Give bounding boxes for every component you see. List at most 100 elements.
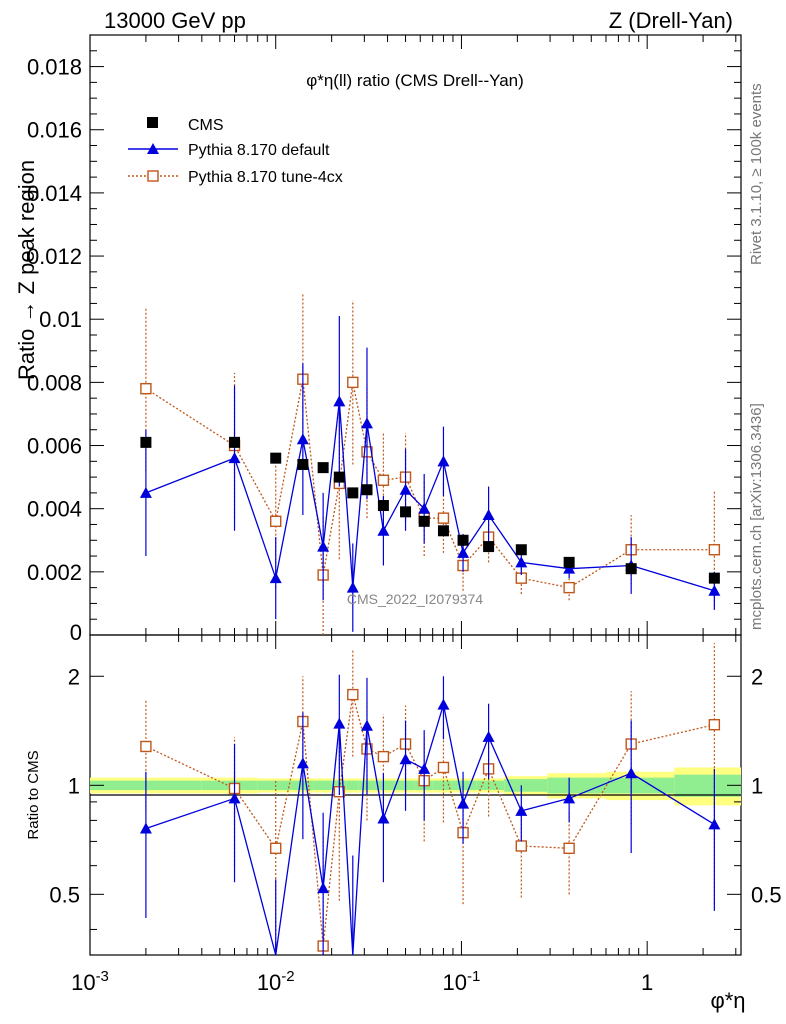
main-tune-marker <box>708 544 721 556</box>
main-cms-marker <box>361 484 373 496</box>
header-left: 13000 GeV pp <box>104 8 246 33</box>
ratio-default-marker <box>515 804 528 816</box>
ratio-y-tick-label-right: 1 <box>751 773 763 798</box>
main-tune-marker <box>347 376 359 389</box>
ratio-default-marker <box>437 698 450 710</box>
main-cms-marker <box>515 544 527 556</box>
main-default-marker <box>482 509 495 520</box>
band-inner-segment <box>674 774 741 797</box>
mc-uncertainty-band <box>90 767 741 806</box>
ratio-default-marker <box>377 812 390 824</box>
ratio-default-marker <box>139 822 152 834</box>
main-default-marker <box>333 395 346 407</box>
main-default-marker <box>457 546 470 558</box>
y-tick-label-zero: 0 <box>70 620 82 645</box>
legend-tune-label: Pythia 8.170 tune-4cx <box>188 169 343 186</box>
main-default-line <box>145 401 715 592</box>
main-default-marker <box>399 483 412 495</box>
main-cms-marker <box>437 525 449 537</box>
main-cms-marker <box>563 556 575 568</box>
ratio-default-marker <box>317 882 330 894</box>
ratio-default-marker <box>708 818 721 830</box>
band-inner-segment <box>504 779 548 792</box>
ratio-default-marker <box>228 792 241 804</box>
ratio-default-line <box>145 704 715 956</box>
ratio-default-marker <box>457 797 470 809</box>
main-cms-marker <box>483 541 495 553</box>
ratio-y-tick-label: 0.5 <box>49 882 80 907</box>
analysis-watermark: CMS_2022_I2079374 <box>347 591 483 607</box>
main-cms-marker <box>708 572 720 584</box>
band-inner-segment <box>346 780 359 791</box>
main-default-marker <box>139 486 152 498</box>
x-tick-label: 10-2 <box>257 968 295 995</box>
ratio-default-marker <box>563 792 576 804</box>
x-tick-label: 10-1 <box>443 968 481 995</box>
main-cms-marker <box>418 515 430 527</box>
legend-tune-marker <box>147 170 159 182</box>
ratio-tune-marker <box>708 719 721 731</box>
main-default-marker <box>437 455 450 467</box>
y-tick-label: 0.014 <box>27 181 82 206</box>
y-tick-label: 0.016 <box>27 118 82 143</box>
ratio-tune-marker <box>270 842 282 854</box>
ratio-default-marker <box>360 719 373 731</box>
main-default-marker <box>296 433 309 445</box>
main-default-marker <box>228 452 241 464</box>
header-right: Z (Drell-Yan) <box>609 8 733 33</box>
ratio-y-tick-label-right: 2 <box>751 664 763 689</box>
main-cms-marker <box>457 534 469 546</box>
main-cms-marker <box>625 563 637 575</box>
band-inner-segment <box>547 777 606 794</box>
main-default-marker <box>377 524 390 536</box>
main-cms-marker <box>400 506 412 518</box>
band-inner-segment <box>605 777 675 794</box>
main-tune-marker <box>270 515 282 528</box>
legend: CMS Pythia 8.170 default Pythia 8.170 tu… <box>128 117 343 186</box>
y-tick-label: 0.006 <box>27 434 82 459</box>
band-inner-segment <box>374 780 396 791</box>
ratio-tune-marker <box>515 840 527 852</box>
ratio-tune-marker <box>563 842 575 854</box>
main-default-marker <box>317 540 330 552</box>
plot-title: φ*η(ll) ratio (CMS Drell--Yan) <box>306 71 524 90</box>
data-marks <box>139 293 721 956</box>
y-tick-label: 0.004 <box>27 497 82 522</box>
main-tune-marker <box>377 474 390 486</box>
ratio-y-tick-label-right: 0.5 <box>751 882 782 907</box>
mcplots-text: mcplots.cern.ch [arXiv:1306.3436] <box>748 403 765 630</box>
legend-cms-marker <box>147 117 158 128</box>
ratio-default-marker <box>296 757 309 769</box>
ratio-y-tick-label: 1 <box>68 773 80 798</box>
main-default-marker <box>563 562 576 574</box>
main-default-marker <box>360 417 373 429</box>
legend-default-label: Pythia 8.170 default <box>188 142 330 159</box>
main-cms-marker <box>297 458 309 470</box>
band-inner-segment <box>290 780 314 791</box>
ratio-y-axis-label: Ratio to CMS <box>25 750 42 839</box>
main-default-marker <box>515 556 528 568</box>
ratio-tune-marker <box>377 750 390 763</box>
y-tick-label: 0.018 <box>27 55 82 80</box>
main-cms-marker <box>140 436 152 448</box>
main-cms-marker <box>333 471 345 483</box>
ratio-default-marker <box>482 730 495 742</box>
main-cms-marker <box>347 487 359 499</box>
y-tick-label: 0.008 <box>27 370 82 395</box>
main-tune-marker <box>437 512 450 524</box>
rivet-version-text: Rivet 3.1.10, ≥ 100k events <box>748 83 765 265</box>
main-default-marker <box>708 584 721 596</box>
main-default-marker <box>418 502 431 514</box>
ratio-default-marker <box>333 717 346 729</box>
x-tick-label: 1 <box>641 970 653 995</box>
band-inner-segment <box>452 780 477 791</box>
main-cms-marker <box>270 452 282 464</box>
band-inner-segment <box>313 780 332 791</box>
main-cms-marker <box>317 462 329 474</box>
axes: 10-3 10-2 10-1 1 0.002 0.004 0.006 0.008 0.01 0.0… <box>27 35 782 995</box>
ratio-tune-marker <box>140 740 152 753</box>
main-cms-marker <box>229 436 241 448</box>
x-tick-label: 10-3 <box>71 968 109 995</box>
band-inner-segment <box>432 780 453 791</box>
